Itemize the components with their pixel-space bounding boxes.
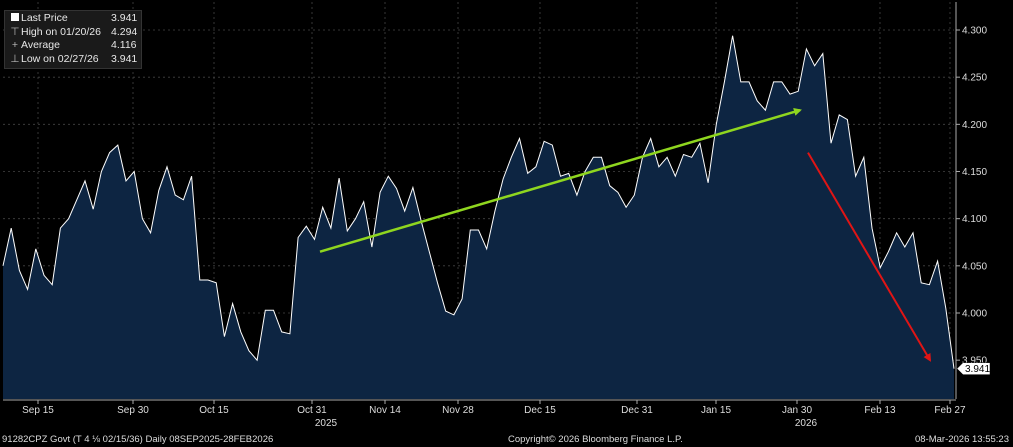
x-tick-label: Nov 28 [442,405,474,416]
x-tick-label: Jan 30 [782,405,812,416]
year-label: 2026 [795,418,818,429]
x-axis: Sep 15 Sep 30 Oct 15 Oct 31 Nov 14 Nov 28 Dec … [3,399,966,429]
y-tick-label: 4.200 [962,120,987,131]
chart-footer: 91282CPZ Govt (T 4 ⅛ 02/15/36) Daily 08S… [0,432,1013,447]
high-marker-icon: ⊤ [10,25,20,38]
last-value-label: 3.941 [965,364,990,375]
y-tick-label: 4.300 [962,26,987,37]
low-marker-icon: ⊥ [10,52,20,65]
legend-last-price: Last Price 3.941 [9,12,137,26]
y-tick-label: 4.000 [962,309,987,320]
x-tick-label: Sep 30 [117,405,149,416]
x-tick-label: Nov 14 [369,405,401,416]
y-tick-label: 4.050 [962,261,987,272]
y-axis: 4.300 4.250 4.200 4.150 4.100 4.050 4.000 3.950… [955,2,991,399]
legend-high: ⊤ High on 01/20/26 4.294 [10,25,138,38]
legend-marker-icon [9,12,21,26]
footer-timestamp: 08-Mar-2026 13:55:23 [914,434,1009,445]
x-tick-label: Dec 15 [524,405,556,416]
down-trend-arrow [807,152,932,362]
x-tick-label: Sep 15 [22,405,54,416]
up-trend-arrow [319,108,802,253]
legend-average: + Average 4.116 [9,39,137,53]
y-tick-label: 4.100 [962,214,987,225]
x-tick-label: Oct 31 [297,405,327,416]
price-line [2,35,955,369]
y-tick-label: 3.950 [962,356,987,367]
x-tick-label: Oct 15 [199,405,229,416]
footer-ticker: 91282CPZ Govt (T 4 ⅛ 02/15/36) Daily 08S… [2,434,274,445]
x-tick-label: Jan 15 [701,405,731,416]
year-label: 2025 [315,418,338,429]
y-tick-label: 4.150 [962,167,987,178]
footer-copyright: Copyright© 2026 Bloomberg Finance L.P. [508,434,683,445]
last-value-tag [956,362,991,375]
chart-legend: Last Price 3.941 ⊤ High on 01/20/26 4.29… [4,10,143,69]
x-tick-label: Feb 13 [864,405,896,416]
trend-arrows [319,108,932,362]
legend-low: ⊥ Low on 02/27/26 3.941 [10,52,138,65]
x-tick-label: Feb 27 [934,405,966,416]
average-marker-icon: + [11,39,19,51]
y-tick-label: 4.250 [962,73,987,84]
x-tick-label: Dec 31 [621,405,653,416]
